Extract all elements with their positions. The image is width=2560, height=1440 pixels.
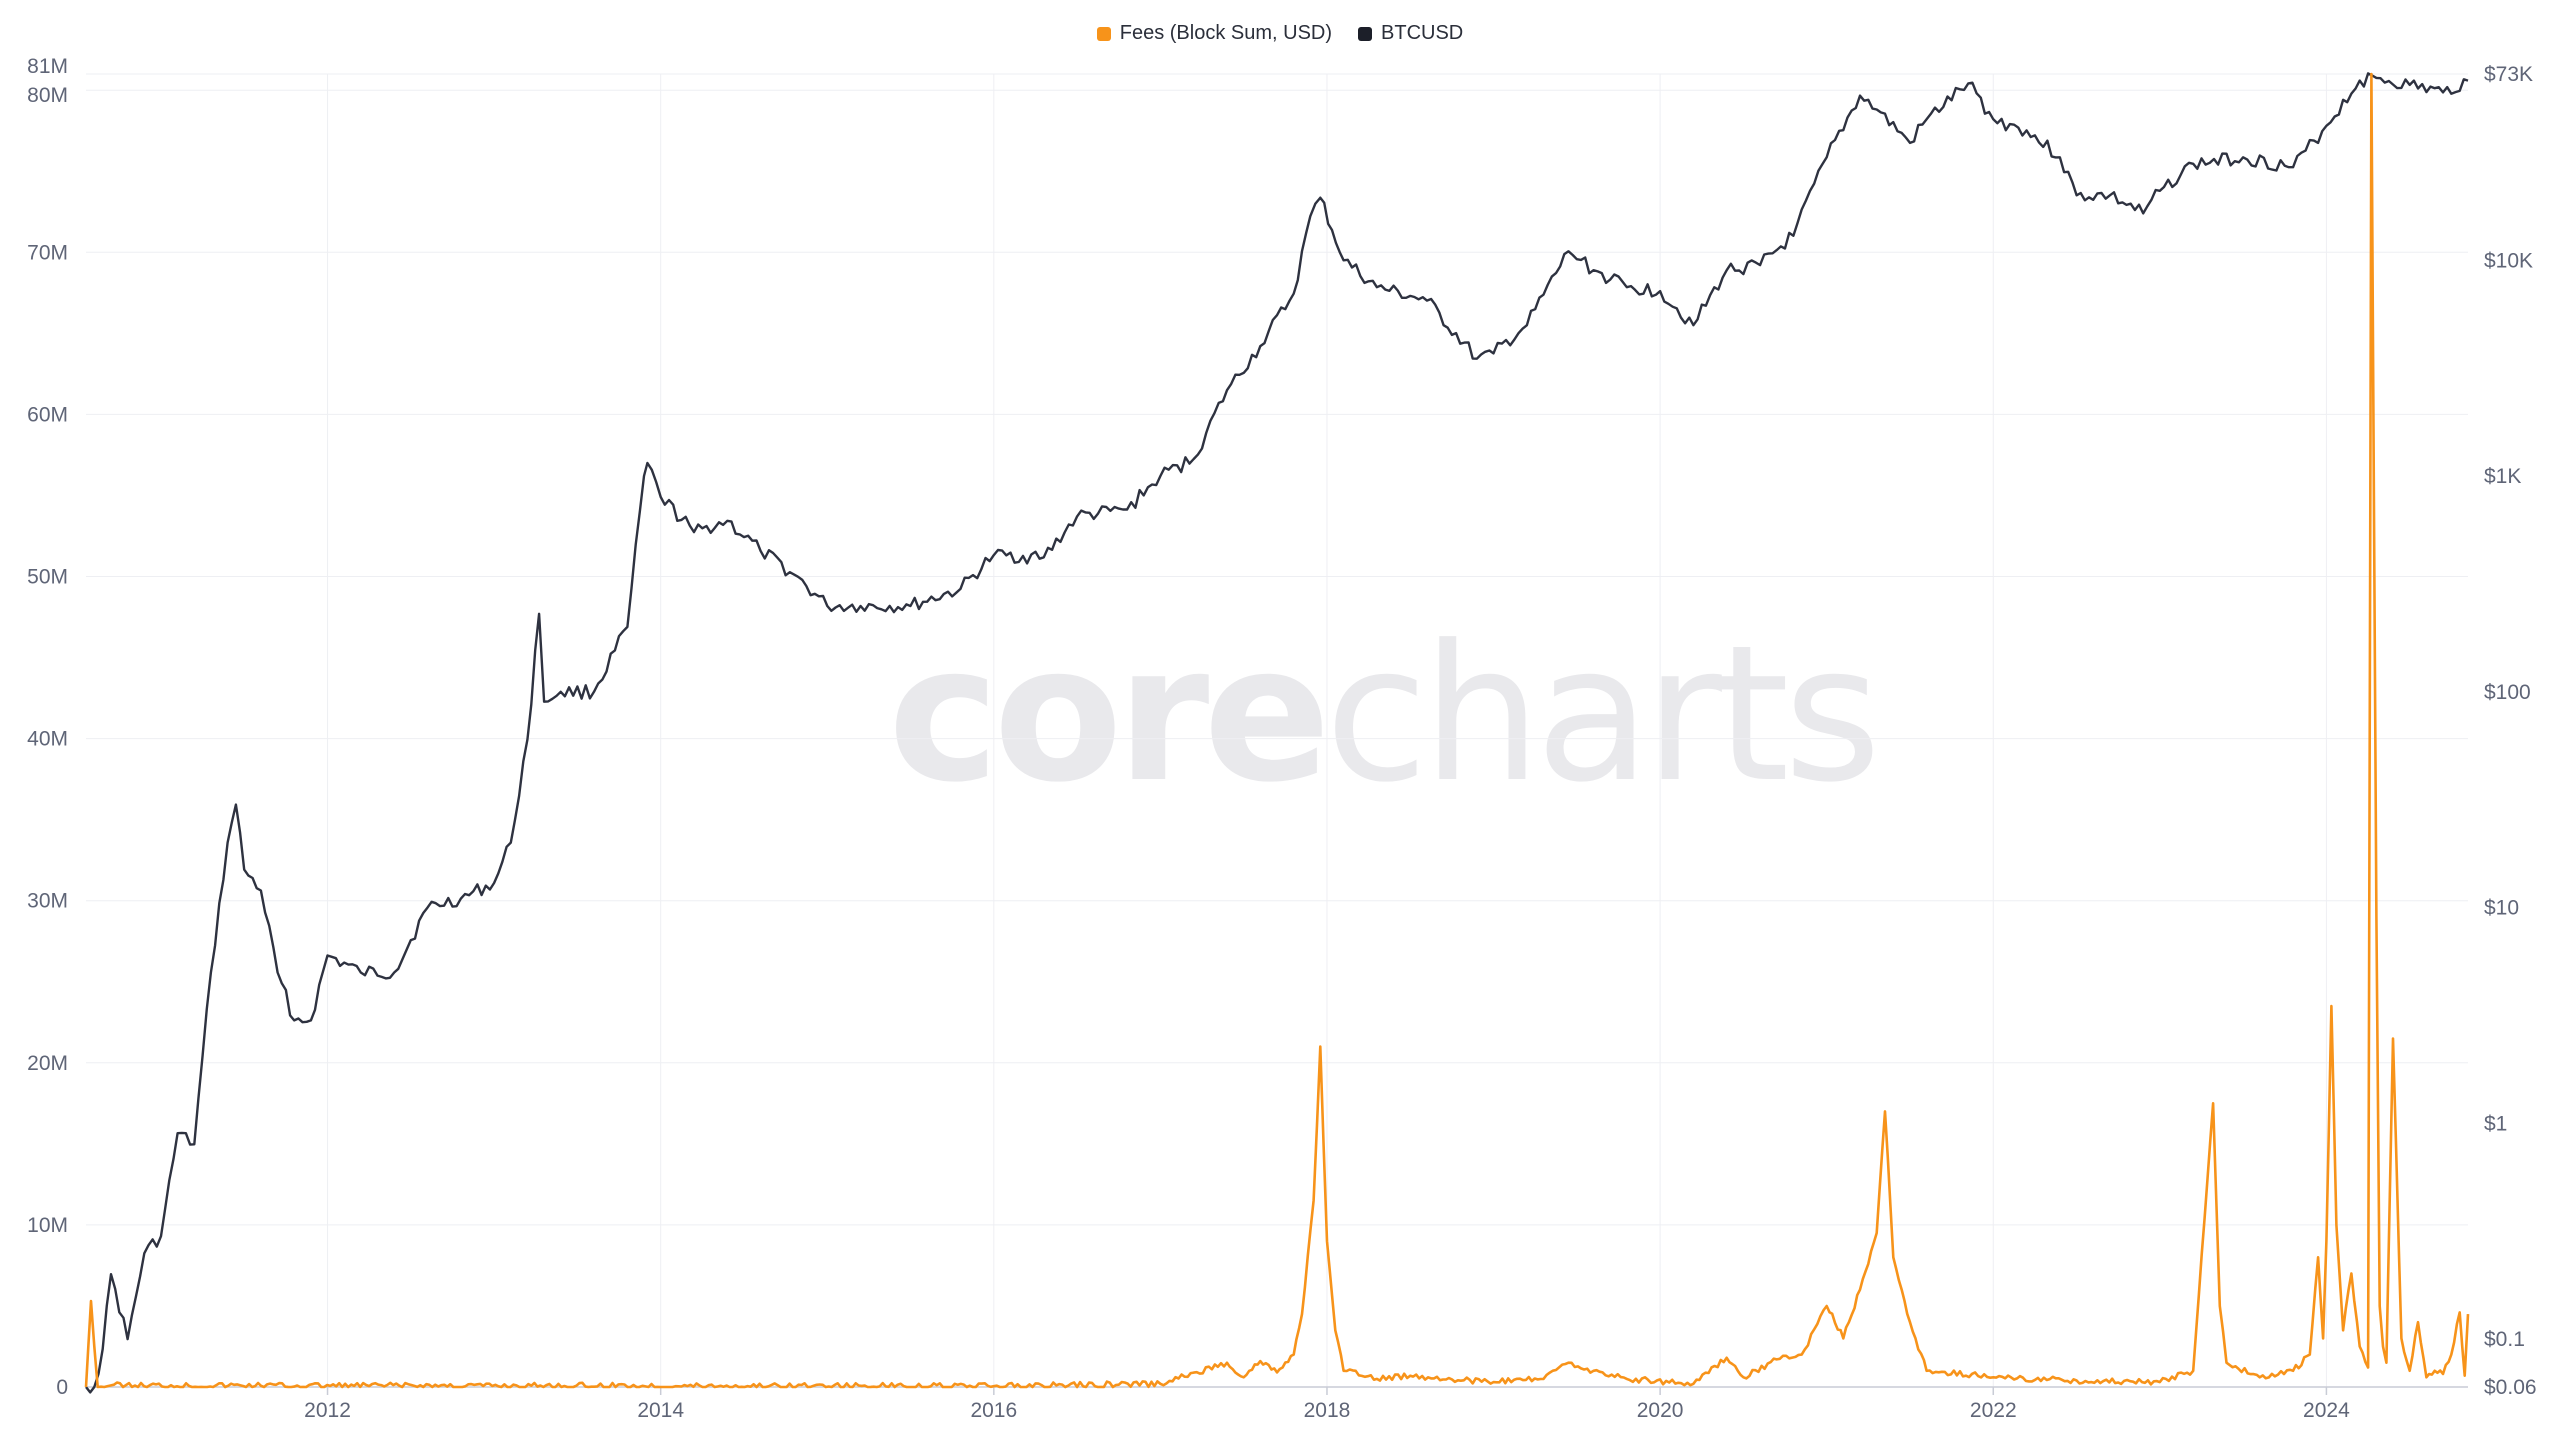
right-tick-label-6: $10K [2484, 249, 2533, 272]
left-tick-label-8: 80M [27, 84, 68, 107]
x-axis: 2012 2014 2016 2018 2020 2022 2024 [86, 1386, 2468, 1422]
x-tick-label-6: 2024 [2303, 1399, 2350, 1422]
left-tick-label-6: 60M [27, 403, 68, 426]
x-tick-label-4: 2020 [1637, 1399, 1684, 1422]
left-tick-label-3: 30M [27, 890, 68, 913]
left-tick-label-4: 40M [27, 728, 68, 751]
series-layer [84, 72, 2470, 1394]
left-tick-label-9: 81M [27, 55, 68, 78]
left-axis: 0 10M 20M 30M 40M 50M 60M 70M 80M 81M [27, 55, 68, 1399]
right-tick-label-0: $0.06 [2484, 1376, 2537, 1399]
series-line-fees [84, 72, 2470, 1389]
right-tick-label-1: $0.1 [2484, 1328, 2525, 1351]
grid-layer [86, 73, 2468, 1388]
left-tick-label-5: 50M [27, 566, 68, 589]
watermark-logo: corecharts [888, 605, 1882, 824]
x-tick-label-3: 2018 [1304, 1399, 1351, 1422]
watermark-part2: charts [1324, 605, 1882, 824]
series-line-btcusd [85, 72, 2469, 1394]
x-tick-label-1: 2014 [637, 1399, 684, 1422]
x-tick-label-2: 2016 [970, 1399, 1017, 1422]
left-tick-label-0: 0 [56, 1376, 68, 1399]
legend-item-btcusd[interactable]: BTCUSD [1358, 22, 1463, 45]
chart-legend: Fees (Block Sum, USD) BTCUSD [0, 22, 2560, 45]
x-tick-label-5: 2022 [1970, 1399, 2017, 1422]
left-tick-label-1: 10M [27, 1214, 68, 1237]
right-tick-label-7: $73K [2484, 63, 2533, 86]
left-tick-label-2: 20M [27, 1052, 68, 1075]
x-tick-label-0: 2012 [304, 1399, 351, 1422]
legend-label-btcusd: BTCUSD [1381, 22, 1464, 44]
right-tick-label-5: $1K [2484, 465, 2521, 488]
legend-label-fees: Fees (Block Sum, USD) [1119, 22, 1333, 44]
watermark-part1: core [888, 605, 1331, 824]
right-tick-label-3: $10 [2484, 897, 2519, 920]
right-tick-label-2: $1 [2484, 1112, 2507, 1135]
legend-swatch-fees [1096, 26, 1111, 41]
legend-item-fees[interactable]: Fees (Block Sum, USD) [1096, 22, 1333, 45]
left-tick-label-7: 70M [27, 241, 68, 264]
right-tick-label-4: $100 [2484, 681, 2531, 704]
legend-swatch-btcusd [1358, 26, 1373, 41]
right-axis: $0.06 $0.1 $1 $10 $100 $1K $10K $73K [2484, 63, 2537, 1399]
